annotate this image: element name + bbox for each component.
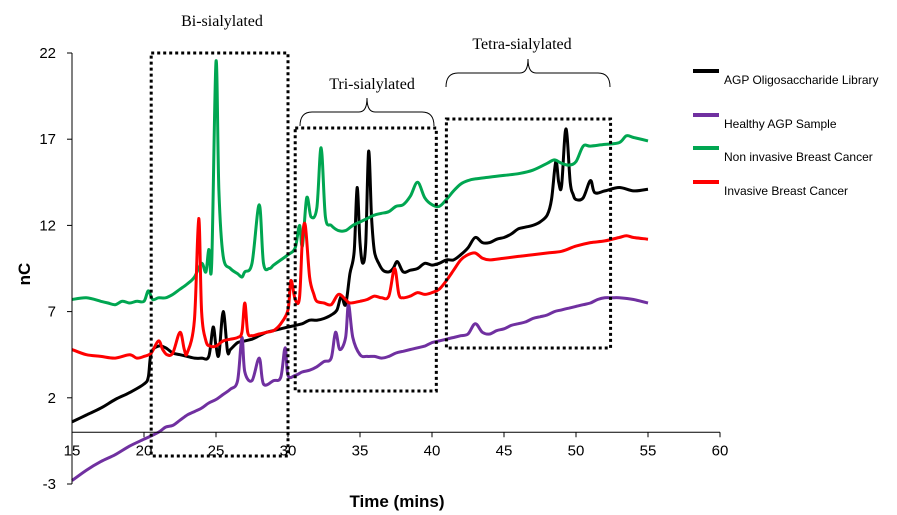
region-box: [444, 117, 613, 350]
legend-label: Invasive Breast Cancer: [724, 184, 848, 198]
legend-label: AGP Oligosaccharide Library: [724, 73, 879, 87]
x-tick-label: 50: [568, 442, 585, 459]
legend-label: Healthy AGP Sample: [724, 117, 837, 131]
series-line-2: [71, 59, 649, 307]
x-tick-label: 55: [640, 442, 657, 459]
y-tick-label: 12: [39, 217, 56, 234]
legend: AGP Oligosaccharide Library Healthy AGP S…: [693, 69, 879, 198]
x-tick-label: 35: [352, 442, 369, 459]
y-tick-label: 2: [48, 390, 56, 407]
x-tick-label: 45: [496, 442, 513, 459]
series-lines: [71, 59, 649, 482]
x-tick-label: 15: [64, 442, 81, 459]
x-tick-label: 40: [424, 442, 441, 459]
y-tick-label: 17: [39, 131, 56, 148]
y-axis-title: nC: [15, 263, 34, 286]
region-label: Bi-sialylated: [181, 13, 263, 30]
region-annotations: Bi-sialylated Tri-sialylated Tetra-sialyla…: [149, 13, 613, 458]
series-line-3: [71, 216, 649, 360]
x-tick-label: 25: [208, 442, 225, 459]
x-tick-label: 20: [136, 442, 153, 459]
legend-label: Non invasive Breast Cancer: [724, 150, 873, 164]
series-line-1: [71, 296, 649, 482]
x-axis-title: Time (mins): [349, 492, 444, 511]
region-box: [293, 126, 438, 393]
region-label: Tri-sialylated: [329, 76, 415, 93]
region-brace: [299, 97, 435, 127]
region-brace: [445, 58, 611, 88]
x-tick-label: 60: [712, 442, 729, 459]
y-tick-label: 22: [39, 45, 56, 62]
y-tick-label: -3: [43, 476, 56, 493]
region-label: Tetra-sialylated: [472, 36, 571, 53]
region-box: [149, 51, 290, 458]
y-tick-label: 7: [48, 304, 56, 321]
series-line-0: [71, 127, 649, 424]
